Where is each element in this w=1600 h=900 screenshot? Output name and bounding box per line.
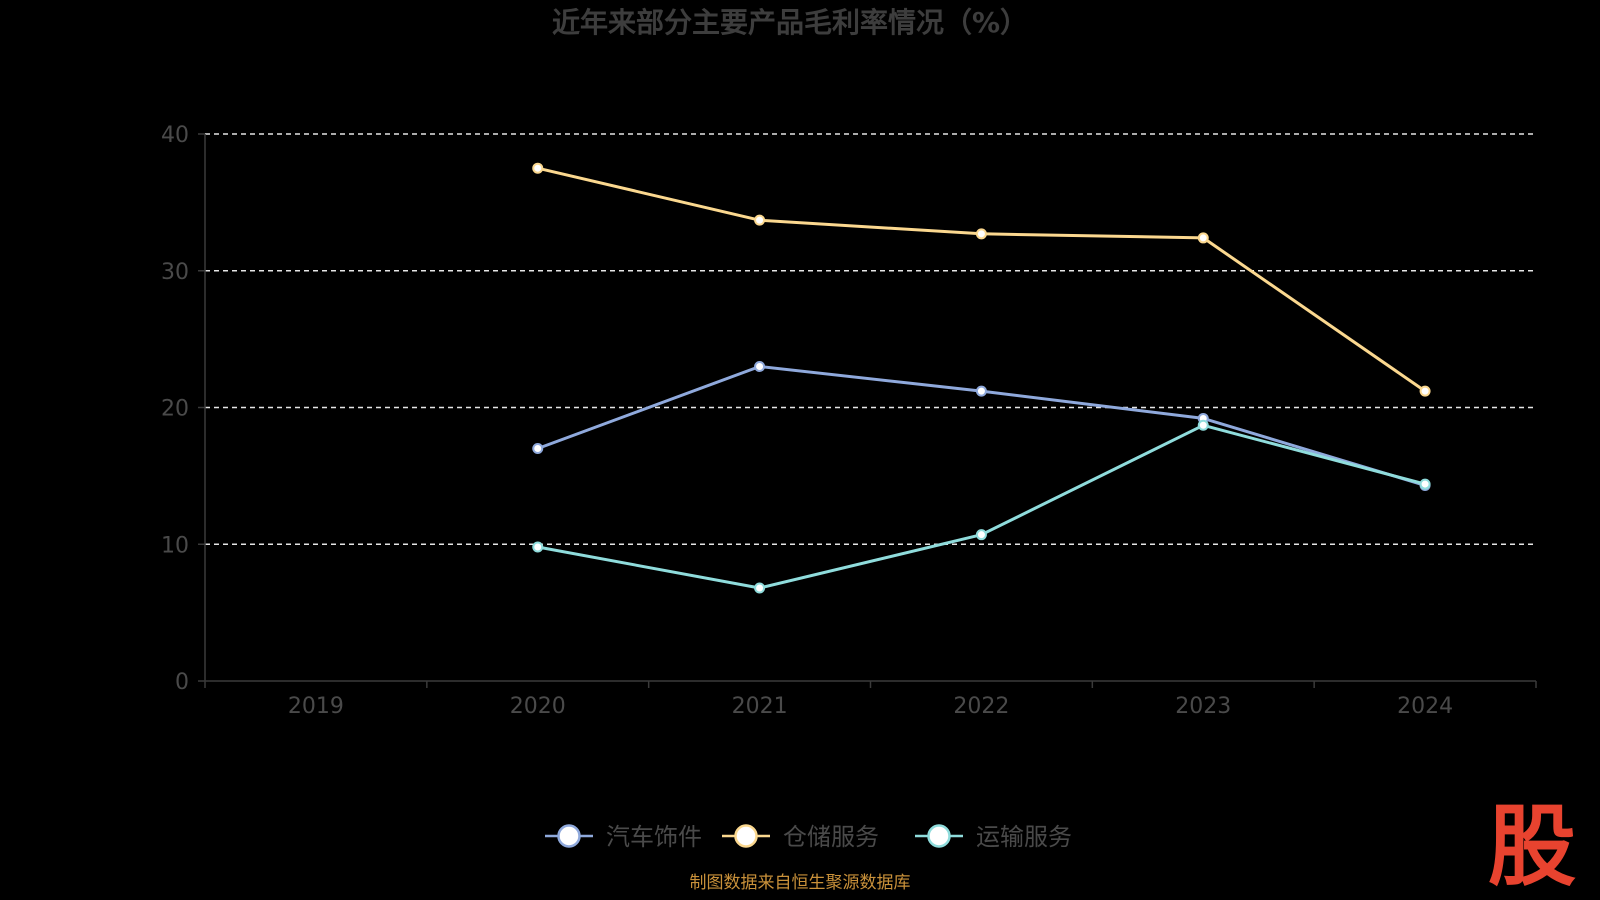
- logo-mark: 股: [1488, 795, 1576, 898]
- x-tick-label: 2022: [953, 694, 1009, 719]
- legend-item[interactable]: 运输服务: [915, 823, 1072, 851]
- legend-label: 运输服务: [976, 823, 1072, 851]
- legend-label: 仓储服务: [783, 823, 879, 851]
- data-point: [754, 582, 766, 594]
- data-point: [754, 360, 766, 372]
- legend-item[interactable]: 仓储服务: [722, 823, 879, 851]
- data-point: [754, 214, 766, 226]
- x-tick-label: 2019: [288, 694, 344, 719]
- series-lines: [532, 162, 1431, 594]
- source-note: 制图数据来自恒生聚源数据库: [690, 873, 911, 893]
- data-point: [532, 443, 544, 455]
- data-point: [1419, 478, 1431, 490]
- data-point: [1197, 232, 1209, 244]
- legend-item[interactable]: 汽车饰件: [545, 823, 702, 851]
- data-point: [1419, 385, 1431, 397]
- chart-title: 近年来部分主要产品毛利率情况（%）: [552, 6, 1028, 39]
- y-tick-label: 0: [175, 670, 189, 695]
- x-tick-label: 2024: [1397, 694, 1453, 719]
- legend-marker-icon: [734, 824, 758, 848]
- y-tick-label: 30: [161, 260, 189, 285]
- data-point: [975, 228, 987, 240]
- data-point: [975, 529, 987, 541]
- series-line: [536, 365, 1427, 487]
- x-tick-label: 2020: [510, 694, 566, 719]
- x-tick-label: 2023: [1175, 694, 1231, 719]
- y-tick-label: 40: [161, 123, 189, 148]
- legend-label: 汽车饰件: [606, 823, 702, 851]
- grid: [205, 133, 1536, 545]
- legend-marker-icon: [927, 824, 951, 848]
- data-point: [1197, 419, 1209, 431]
- axes: 0 10 20 30 40 2019 2020 2021 2022 2023 2024: [161, 123, 1537, 719]
- data-point: [975, 385, 987, 397]
- data-point: [532, 541, 544, 553]
- data-point: [532, 162, 544, 174]
- x-tick-label: 2021: [732, 694, 788, 719]
- legend-marker-icon: [557, 824, 581, 848]
- series-line: [536, 423, 1427, 590]
- series-line: [536, 166, 1427, 393]
- y-tick-label: 10: [161, 533, 189, 558]
- y-tick-label: 20: [161, 397, 189, 422]
- legend: 汽车饰件 仓储服务 运输服务: [545, 823, 1072, 851]
